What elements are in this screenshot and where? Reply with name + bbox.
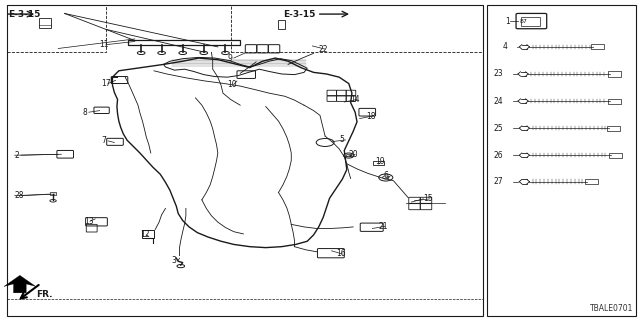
Text: E-3-15: E-3-15	[284, 10, 316, 19]
Bar	[373, 161, 385, 165]
Text: FR.: FR.	[36, 290, 52, 299]
Text: 13: 13	[84, 217, 93, 226]
Bar	[608, 99, 621, 104]
Text: 23: 23	[493, 69, 503, 78]
Bar	[608, 71, 621, 76]
Bar	[591, 44, 604, 50]
Text: 26: 26	[493, 151, 503, 160]
Bar	[607, 125, 620, 131]
Bar	[278, 20, 285, 29]
Bar	[585, 179, 598, 184]
Text: 21: 21	[379, 222, 388, 231]
Text: 2: 2	[15, 151, 19, 160]
Bar	[609, 153, 622, 158]
Text: 87: 87	[519, 19, 527, 24]
Text: 19: 19	[375, 157, 385, 166]
Text: 11: 11	[100, 40, 109, 49]
Bar	[39, 18, 51, 28]
Polygon shape	[4, 275, 36, 293]
Text: 18: 18	[366, 112, 376, 121]
Text: 10: 10	[227, 80, 237, 89]
Text: 20: 20	[349, 150, 358, 159]
Text: E-3-15: E-3-15	[8, 10, 41, 19]
Text: 12: 12	[140, 230, 149, 239]
Text: 24: 24	[493, 97, 503, 106]
Text: 1: 1	[506, 17, 510, 26]
Text: 28: 28	[15, 191, 24, 200]
Bar	[143, 230, 154, 238]
Text: 22: 22	[319, 44, 328, 54]
Text: 14: 14	[351, 95, 360, 104]
Bar	[50, 193, 56, 195]
Text: 27: 27	[493, 177, 503, 186]
Text: 25: 25	[493, 124, 503, 132]
Text: 3: 3	[172, 256, 177, 265]
Text: 17: 17	[102, 79, 111, 88]
Text: 6: 6	[384, 172, 388, 180]
Text: 8: 8	[83, 108, 87, 117]
Text: 5: 5	[339, 135, 344, 144]
Text: 16: 16	[336, 250, 346, 259]
Text: 15: 15	[424, 194, 433, 204]
Text: TBALE0701: TBALE0701	[589, 304, 633, 313]
Bar	[521, 17, 540, 26]
Text: 7: 7	[102, 136, 106, 145]
Bar	[129, 40, 240, 45]
Text: 4: 4	[502, 42, 507, 52]
Text: 9: 9	[227, 53, 232, 62]
